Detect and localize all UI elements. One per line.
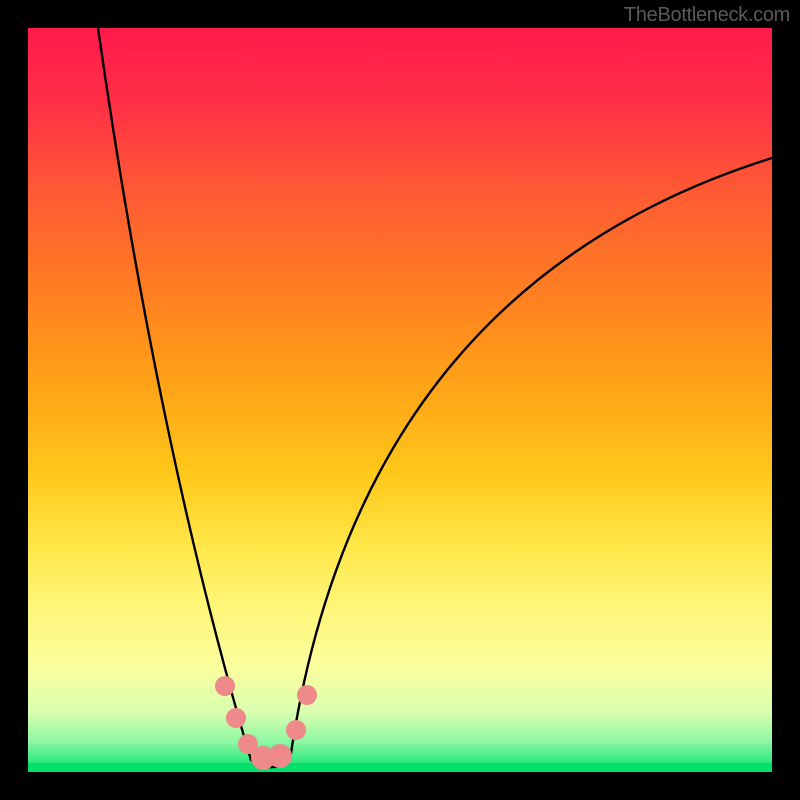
data-marker: [286, 720, 306, 740]
data-marker: [268, 744, 292, 768]
watermark-text: TheBottleneck.com: [624, 4, 790, 27]
data-marker: [215, 676, 235, 696]
curve-path: [98, 28, 772, 767]
data-marker: [226, 708, 246, 728]
plot-frame: [0, 0, 800, 800]
bottleneck-curve: [28, 28, 772, 772]
data-marker: [297, 685, 317, 705]
plot-area: [28, 28, 772, 772]
